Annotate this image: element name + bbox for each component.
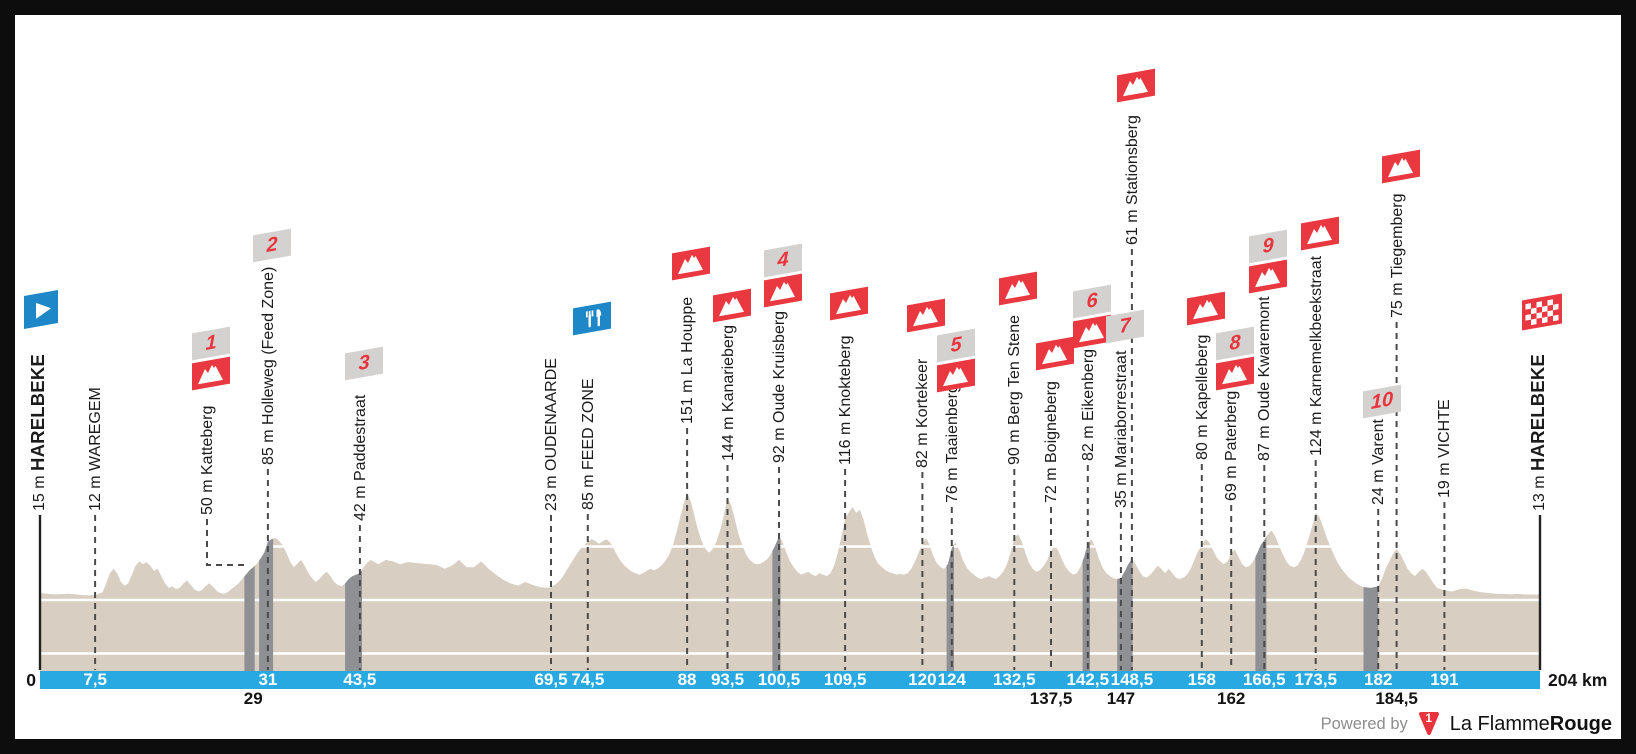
climb-mountain-flag-icon xyxy=(1116,68,1155,103)
distance-tick-on-bar: 109,5 xyxy=(823,670,867,689)
climb-mountain-flag-icon xyxy=(1249,259,1288,294)
brand-regular: La Flamme xyxy=(1449,712,1550,735)
distance-tick-on-bar: 166,5 xyxy=(1242,670,1286,689)
distance-tick-below-bar: 184,5 xyxy=(1375,689,1418,708)
climb-mountain-flag-icon xyxy=(1072,314,1111,349)
distance-bar xyxy=(40,671,1540,689)
climb-mountain-flag-icon xyxy=(936,358,975,393)
distance-tick-on-bar: 7,5 xyxy=(83,670,107,689)
axis-end-label: 204 km xyxy=(1548,670,1608,690)
brand-bold: Rouge xyxy=(1549,712,1612,735)
distance-tick-on-bar: 43,5 xyxy=(343,670,377,689)
la-flamme-rouge-icon-number: 1 xyxy=(1425,713,1432,725)
la-flamme-rouge-icon: 1 xyxy=(1417,711,1441,737)
distance-tick-on-bar: 69,5 xyxy=(534,670,568,689)
distance-tick-on-bar: 132,5 xyxy=(992,670,1036,689)
distance-tick-on-bar: 120 xyxy=(908,670,937,689)
climb-mountain-flag-icon xyxy=(1186,291,1225,326)
distance-tick-on-bar: 124 xyxy=(937,670,966,689)
distance-tick-on-bar: 74,5 xyxy=(571,670,605,689)
distance-tick-on-bar: 173,5 xyxy=(1294,670,1338,689)
powered-by-row: Powered by 1 La FlammeRouge xyxy=(1321,710,1612,738)
climb-mountain-flag-icon xyxy=(999,271,1038,306)
climb-mountain-flag-icon xyxy=(1036,336,1075,371)
distance-tick-below-bar: 137,5 xyxy=(1029,689,1073,708)
distance-tick-on-bar: 100,5 xyxy=(757,670,801,689)
climb-mountain-flag-icon xyxy=(907,298,946,333)
distance-tick-on-bar: 93,5 xyxy=(710,670,745,689)
climb-mountain-flag-icon xyxy=(192,356,230,391)
distance-tick-on-bar: 31 xyxy=(258,670,278,689)
finish-checkered-flag-icon xyxy=(1522,293,1562,331)
climb-mountain-flag-icon xyxy=(1381,149,1420,184)
distance-tick-on-bar: 88 xyxy=(677,670,697,689)
distance-tick-on-bar: 191 xyxy=(1430,670,1459,689)
climb-mountain-flag-icon xyxy=(1216,356,1255,391)
la-flamme-rouge-wordmark: La FlammeRouge xyxy=(1450,713,1612,736)
climb-mountain-flag-icon xyxy=(672,246,711,281)
distance-tick-on-bar: 148,5 xyxy=(1110,670,1154,689)
axis-start-label: 0 xyxy=(26,670,36,690)
climb-mountain-flag-icon xyxy=(1300,216,1339,251)
powered-by-text: Powered by xyxy=(1320,714,1408,733)
feed-zone-cutlery-flag-icon xyxy=(572,301,611,336)
distance-tick-on-bar: 142,5 xyxy=(1066,670,1110,689)
distance-tick-on-bar: 182 xyxy=(1364,670,1393,689)
distance-tick-below-bar: 147 xyxy=(1106,689,1136,708)
distance-tick-on-bar: 158 xyxy=(1187,670,1216,689)
distance-tick-below-bar: 29 xyxy=(243,689,263,708)
climb-mountain-flag-icon xyxy=(712,288,751,323)
distance-tick-below-bar: 162 xyxy=(1216,689,1246,708)
climb-mountain-flag-icon xyxy=(830,286,869,321)
climb-mountain-flag-icon xyxy=(763,273,802,308)
start-flag-icon xyxy=(24,290,58,329)
